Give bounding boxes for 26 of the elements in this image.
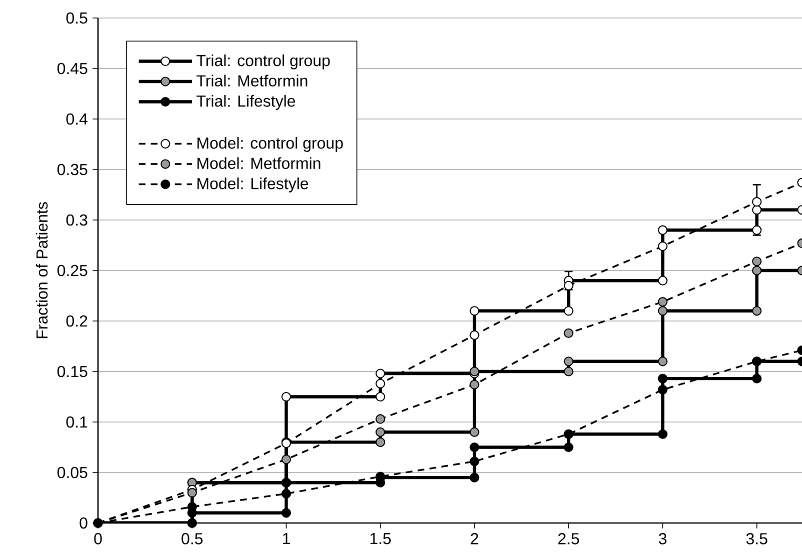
x-tick-label: 3 xyxy=(658,533,666,544)
y-tick-label: 0.1 xyxy=(66,416,88,428)
x-tick-label: 2.5 xyxy=(558,533,580,544)
x-tick-label: 1 xyxy=(283,533,290,544)
x-tick-label: 3.5 xyxy=(746,533,768,544)
x-tick-label: 0.5 xyxy=(182,533,203,544)
legend-label: Model: control group xyxy=(198,136,343,152)
y-axis-title: Fraction of Patients xyxy=(36,202,48,338)
legend-label: Trial: Metformin xyxy=(196,74,308,86)
x-tick-label: 0 xyxy=(94,533,102,544)
y-tick-label: 0.05 xyxy=(57,466,88,478)
x-tick-label: 1.5 xyxy=(370,533,391,544)
y-tick-label: 0.4 xyxy=(66,113,88,125)
x-tick-label: 2 xyxy=(470,533,478,544)
legend-label: Model: Lifestyle xyxy=(198,178,308,192)
legend-label: Trial: Lifestyle xyxy=(196,94,296,110)
y-tick-label: 0.5 xyxy=(66,12,88,24)
y-tick-label: 0.2 xyxy=(66,315,88,327)
legend-label: Trial: control group xyxy=(196,54,330,70)
legend-label: Model: Metformin xyxy=(198,157,320,169)
y-tick-label: 0.35 xyxy=(57,164,88,176)
y-tick-label: 0.25 xyxy=(57,264,88,276)
y-tick-label: 0.45 xyxy=(57,62,88,74)
y-tick-label: 0.3 xyxy=(66,214,88,226)
y-tick-label: 0 xyxy=(80,517,88,529)
y-tick-label: 0.15 xyxy=(57,366,88,378)
